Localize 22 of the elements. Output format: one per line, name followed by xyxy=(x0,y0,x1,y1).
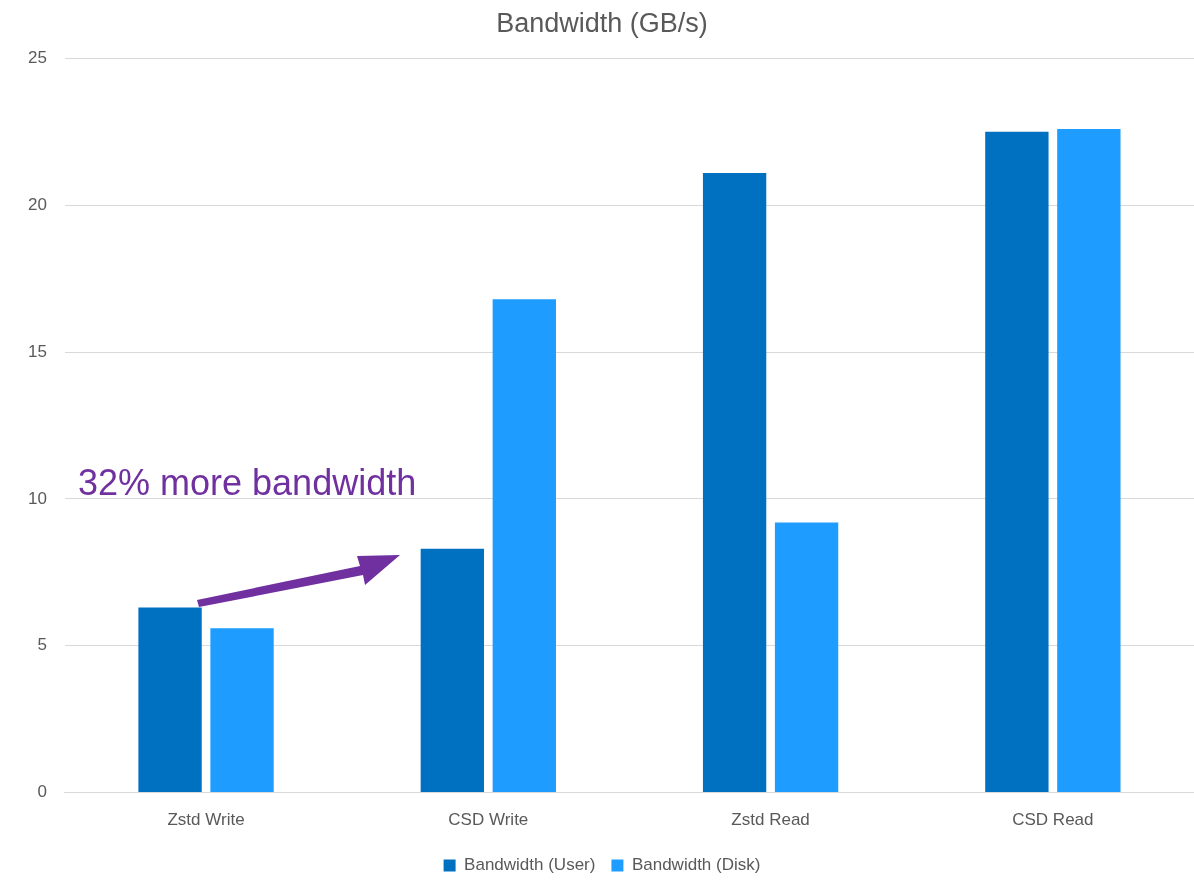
bar xyxy=(210,628,274,793)
bar xyxy=(985,131,1049,793)
y-tick-label: 0 xyxy=(37,782,47,802)
y-tick-label: 10 xyxy=(27,488,47,508)
y-tick-label: 20 xyxy=(27,194,47,214)
x-tick-label: Zstd Read xyxy=(731,810,810,830)
y-tick-label: 5 xyxy=(37,635,47,655)
y-tick-label: 15 xyxy=(27,341,47,361)
bar xyxy=(1057,128,1121,793)
bar xyxy=(774,522,839,793)
x-tick-label: CSD Write xyxy=(448,810,529,830)
legend-label: Bandwidth (Disk) xyxy=(631,855,761,875)
y-tick-label: 25 xyxy=(27,48,47,68)
bar xyxy=(138,607,202,793)
bar xyxy=(492,299,556,793)
legend-label: Bandwidth (User) xyxy=(464,855,596,875)
bar xyxy=(420,548,484,793)
x-tick-label: CSD Read xyxy=(1012,810,1094,830)
annotation: 32% more bandwidth xyxy=(78,462,417,503)
chart-title: Bandwidth (GB/s) xyxy=(496,7,708,38)
x-tick-label: Zstd Write xyxy=(167,810,245,830)
bar xyxy=(702,172,767,793)
